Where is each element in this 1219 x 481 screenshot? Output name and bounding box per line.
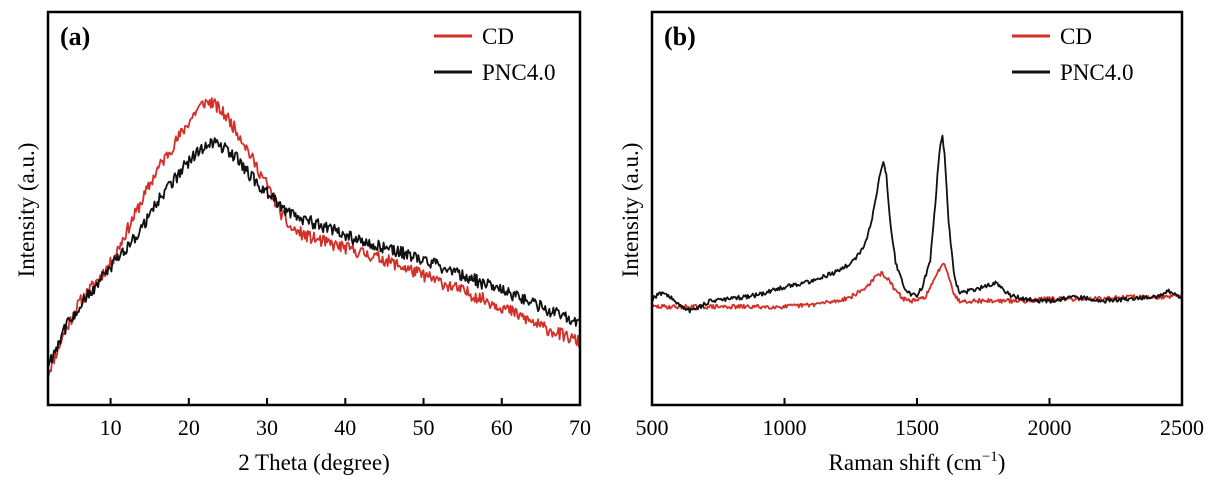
x-axis-label-b-main: Raman shift (cm — [829, 450, 982, 475]
series-line-cd-a — [47, 97, 581, 378]
x-tick-label-b-2500: 2500 — [1160, 415, 1204, 440]
series-line-pnc4-0-a — [47, 137, 581, 369]
legend-label-pnc-b: PNC4.0 — [1060, 60, 1134, 85]
plot-frame-a — [46, 10, 582, 407]
plot-lines-a — [47, 97, 581, 378]
panel-label-a: (a) — [60, 22, 90, 51]
series-line-cd-b — [651, 262, 1183, 310]
x-axis-label-b-sup: −1 — [982, 449, 998, 465]
x-tick-label-a-10: 10 — [100, 415, 122, 440]
x-tick-label-a-30: 30 — [256, 415, 278, 440]
y-axis-label-b: Intensity (a.u.) — [618, 143, 643, 278]
legend-b: CD PNC4.0 — [1012, 24, 1134, 85]
legend-a: CD PNC4.0 — [434, 24, 556, 85]
x-axis-label-a: 2 Theta (degree) — [238, 450, 390, 475]
x-tick-label-b-1000: 1000 — [763, 415, 807, 440]
x-tick-label-a-20: 20 — [178, 415, 200, 440]
chart-panel-a: 10 20 30 40 50 60 70 (a) 2 Theta (degree) Inte… — [14, 10, 591, 475]
x-tick-label-a-50: 50 — [413, 415, 435, 440]
x-axis-label-b: Raman shift (cm−1) — [829, 449, 1006, 475]
legend-label-cd-b: CD — [1060, 24, 1092, 49]
x-tick-label-b-500: 500 — [636, 415, 669, 440]
x-axis-label-b-end: ) — [998, 450, 1006, 475]
x-ticks-b: 500 1000 1500 2000 2500 — [636, 398, 1204, 440]
x-tick-label-a-60: 60 — [491, 415, 513, 440]
legend-label-pnc-a: PNC4.0 — [482, 60, 556, 85]
x-ticks-a: 10 20 30 40 50 60 70 — [100, 398, 591, 440]
plot-lines-b — [651, 134, 1183, 314]
x-tick-label-b-2000: 2000 — [1028, 415, 1072, 440]
x-tick-label-b-1500: 1500 — [895, 415, 939, 440]
panel-label-b: (b) — [664, 22, 696, 51]
x-tick-label-a-70: 70 — [569, 415, 591, 440]
series-line-pnc4-0-b — [651, 134, 1183, 314]
chart-panel-b: 500 1000 1500 2000 2500 (b) Raman shift (cm−… — [618, 10, 1204, 475]
y-axis-label-a: Intensity (a.u.) — [14, 143, 39, 278]
x-tick-label-a-40: 40 — [334, 415, 356, 440]
legend-label-cd-a: CD — [482, 24, 514, 49]
